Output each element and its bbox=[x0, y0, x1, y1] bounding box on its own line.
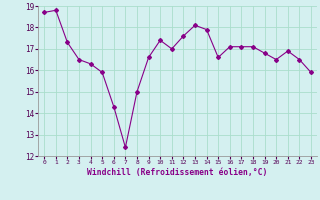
X-axis label: Windchill (Refroidissement éolien,°C): Windchill (Refroidissement éolien,°C) bbox=[87, 168, 268, 177]
